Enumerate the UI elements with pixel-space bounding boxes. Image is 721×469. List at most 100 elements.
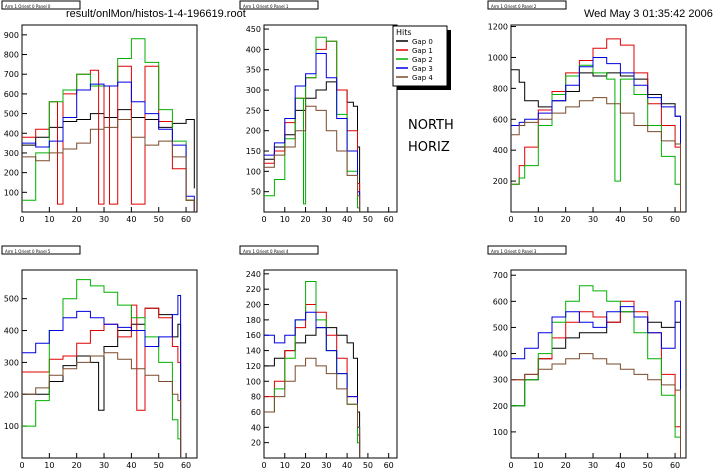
x-tick-label: 0 (261, 461, 266, 469)
y-tick-label: 160 (246, 331, 261, 340)
plot-frame (510, 24, 687, 213)
series-gap-0 (264, 327, 361, 458)
x-tick-label: 10 (280, 215, 290, 224)
panel-title-box (487, 245, 567, 255)
legend-entry: Gap 1 (412, 47, 433, 55)
y-tick-label: 250 (246, 106, 261, 115)
series-gap-0 (511, 311, 681, 458)
panel-title-box (239, 245, 319, 255)
y-tick-label: 40 (251, 423, 261, 432)
y-tick-label: 450 (246, 25, 261, 34)
legend-box (392, 25, 448, 87)
y-tick-label: 100 (246, 167, 261, 176)
y-tick-label: 180 (246, 316, 261, 325)
timestamp-label: Wed May 3 01:35:42 2006 (584, 8, 713, 20)
y-tick-label: 600 (493, 115, 508, 124)
y-tick-label: 400 (493, 350, 508, 359)
y-tick-label: 400 (246, 45, 261, 54)
series-gap-2 (511, 64, 681, 212)
x-tick-label: 10 (533, 215, 543, 224)
y-tick-label: 100 (493, 428, 508, 437)
panel-title: Arm 1 Orient 0 Panel 1 (243, 4, 289, 9)
x-tick-label: 20 (300, 215, 310, 224)
panel-title: Arm 1 Orient 0 Panel 5 (5, 249, 51, 254)
y-tick-label: 120 (246, 362, 261, 371)
x-tick-label: 50 (154, 461, 164, 469)
plot-frame (263, 24, 398, 213)
series-gap-3 (264, 311, 361, 458)
series-gap-4 (22, 352, 182, 458)
plot-frame (510, 269, 687, 459)
y-tick-label: 240 (246, 270, 261, 279)
y-tick-label: 600 (4, 90, 19, 99)
series-gap-1 (264, 304, 361, 458)
series-gap-1 (264, 40, 361, 212)
x-tick-label: 10 (44, 461, 54, 469)
y-tick-label: 50 (251, 188, 261, 197)
y-tick-label: 200 (246, 127, 261, 136)
panel-title-box (1, 0, 81, 10)
x-tick-label: 40 (615, 461, 625, 469)
y-tick-label: 800 (4, 51, 19, 60)
series-gap-2 (264, 281, 361, 458)
y-tick-label: 500 (4, 295, 19, 304)
legend-entry: Gap 2 (412, 56, 433, 64)
y-tick-label: 200 (246, 301, 261, 310)
legend-entry: Gap 4 (412, 74, 433, 82)
x-tick-label: 50 (154, 215, 164, 224)
y-tick-label: 500 (4, 110, 19, 119)
legend-title: Hits (396, 28, 412, 37)
panel-title-box (239, 0, 319, 10)
x-tick-label: 60 (181, 461, 191, 469)
x-tick-label: 50 (363, 461, 373, 469)
x-tick-label: 0 (261, 215, 266, 224)
orient-annotation: HORIZ (408, 140, 450, 155)
y-tick-label: 200 (4, 390, 19, 399)
y-tick-label: 220 (246, 285, 261, 294)
x-tick-label: 40 (126, 215, 136, 224)
series-gap-2 (22, 38, 195, 212)
y-tick-label: 500 (493, 323, 508, 332)
arm-annotation: NORTH (408, 118, 454, 133)
x-tick-label: 60 (670, 461, 680, 469)
y-tick-label: 200 (493, 402, 508, 411)
y-tick-label: 100 (4, 422, 19, 431)
y-tick-label: 200 (493, 177, 508, 186)
x-tick-label: 30 (321, 461, 331, 469)
series-gap-4 (511, 97, 681, 212)
x-tick-label: 20 (561, 215, 571, 224)
x-tick-label: 30 (588, 461, 598, 469)
series-gap-3 (511, 57, 681, 212)
legend-entry: Gap 0 (412, 38, 433, 46)
x-tick-label: 60 (181, 215, 191, 224)
x-tick-label: 30 (99, 215, 109, 224)
y-tick-label: 100 (4, 188, 19, 197)
y-tick-label: 300 (493, 376, 508, 385)
series-gap-1 (22, 65, 195, 212)
plot-frame (263, 269, 398, 459)
x-tick-label: 60 (384, 215, 394, 224)
x-tick-label: 30 (321, 215, 331, 224)
x-tick-label: 0 (19, 461, 24, 469)
x-tick-label: 40 (615, 215, 625, 224)
y-tick-label: 800 (493, 84, 508, 93)
series-gap-4 (264, 105, 361, 212)
x-tick-label: 0 (508, 461, 513, 469)
series-gap-4 (511, 353, 681, 458)
x-tick-label: 50 (643, 461, 653, 469)
y-tick-label: 700 (493, 271, 508, 280)
x-tick-label: 10 (44, 215, 54, 224)
y-tick-label: 150 (246, 147, 261, 156)
series-gap-2 (264, 36, 361, 212)
plot-frame (21, 24, 198, 213)
x-tick-label: 20 (561, 461, 571, 469)
series-gap-3 (511, 300, 681, 458)
panel-title: Arm 1 Orient 0 Panel 3 (491, 249, 537, 254)
x-tick-label: 20 (72, 215, 82, 224)
y-tick-label: 400 (493, 146, 508, 155)
y-tick-label: 300 (246, 86, 261, 95)
plot-frame (21, 269, 198, 459)
y-tick-label: 200 (4, 169, 19, 178)
series-gap-0 (264, 81, 361, 212)
